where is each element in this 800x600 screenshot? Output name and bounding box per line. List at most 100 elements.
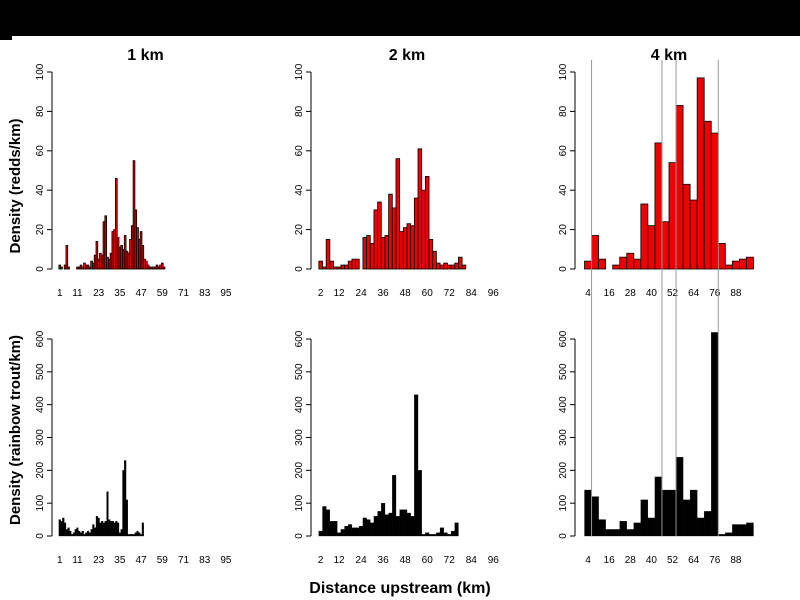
bar: [392, 475, 397, 537]
y-tick-label: 100: [35, 63, 46, 80]
bar: [410, 225, 415, 270]
bar: [675, 105, 684, 270]
bar: [79, 532, 83, 537]
bar: [403, 509, 408, 537]
bar: [391, 207, 397, 270]
x-tick-label: 72: [444, 555, 456, 566]
bar: [689, 489, 698, 537]
bar: [424, 176, 430, 270]
panel-title: 2 km: [389, 47, 425, 64]
bar: [640, 203, 649, 270]
y-tick-label: 500: [35, 363, 46, 380]
bar: [74, 529, 77, 537]
y-tick-label: 100: [294, 494, 305, 511]
bar: [725, 532, 733, 537]
x-tick-label: 11: [72, 288, 83, 299]
bar: [60, 266, 63, 270]
y-tick-label: 100: [558, 494, 569, 511]
bar: [60, 521, 63, 537]
y-tick-label: 0: [558, 533, 569, 539]
header-bar: [0, 0, 800, 36]
bar: [94, 527, 97, 537]
bar: [359, 526, 364, 537]
panel-title: 1 km: [127, 47, 163, 64]
bar: [697, 517, 705, 537]
bar: [654, 476, 663, 537]
bar: [711, 332, 719, 537]
y-tick-label: 20: [294, 224, 305, 236]
bar: [724, 264, 733, 270]
x-tick-label: 40: [646, 555, 658, 566]
bar: [373, 209, 379, 270]
bar: [626, 252, 635, 270]
bar: [115, 521, 118, 537]
bar: [362, 517, 367, 537]
bar: [739, 524, 747, 537]
y-tick-label: 300: [558, 429, 569, 446]
bar: [399, 231, 404, 270]
x-tick-label: 59: [157, 555, 169, 566]
bar: [134, 532, 137, 537]
bar: [414, 394, 419, 537]
x-tick-label: 59: [157, 288, 169, 299]
bar: [668, 162, 677, 270]
x-tick-label: 72: [444, 288, 456, 299]
bar: [340, 529, 345, 537]
bar: [117, 522, 120, 537]
bar: [435, 262, 441, 270]
bar: [322, 506, 327, 537]
x-tick-label: 95: [220, 288, 232, 299]
bar: [118, 532, 121, 537]
x-tick-label: 35: [114, 555, 126, 566]
bar: [88, 532, 91, 537]
bar: [703, 120, 712, 270]
bar: [661, 221, 670, 270]
bar: [351, 527, 356, 537]
y-tick-label: 80: [558, 105, 569, 117]
bar: [138, 532, 141, 537]
x-tick-label: 11: [72, 555, 83, 566]
bar: [421, 534, 426, 537]
y-tick-label: 40: [294, 184, 305, 196]
bar: [395, 516, 400, 537]
bar: [76, 527, 79, 537]
y-axis-title-trout: Density (rainbow trout/km): [7, 335, 24, 525]
x-tick-label: 96: [488, 288, 500, 299]
bar: [654, 142, 663, 270]
bar: [461, 264, 467, 270]
bar: [347, 260, 353, 270]
x-tick-label: 28: [625, 288, 637, 299]
bar: [402, 227, 408, 270]
bar: [325, 239, 331, 270]
bar: [598, 258, 607, 270]
bar: [124, 460, 127, 537]
bar: [87, 530, 90, 537]
x-tick-label: 1: [57, 288, 63, 299]
y-tick-label: 20: [35, 224, 46, 236]
x-tick-label: 60: [422, 555, 434, 566]
bar: [351, 258, 356, 270]
bar: [65, 244, 69, 270]
bar: [447, 534, 452, 537]
bar: [318, 530, 323, 537]
y-tick-label: 300: [294, 429, 305, 446]
y-tick-label: 600: [294, 330, 305, 347]
bar: [337, 532, 342, 537]
bar: [661, 489, 670, 537]
bar: [399, 509, 404, 537]
panel-title: 4 km: [651, 47, 687, 64]
bar: [746, 256, 754, 270]
bar: [432, 250, 437, 270]
x-tick-label: 4: [585, 288, 591, 299]
bar: [125, 499, 128, 537]
x-tick-label: 71: [178, 288, 190, 299]
x-tick-label: 47: [136, 288, 148, 299]
bar: [633, 258, 642, 270]
x-tick-label: 52: [667, 555, 679, 566]
x-tick-label: 28: [625, 555, 637, 566]
bar: [129, 534, 132, 537]
x-tick-label: 4: [585, 555, 591, 566]
x-tick-label: 76: [709, 555, 721, 566]
x-tick-label: 2: [318, 555, 324, 566]
